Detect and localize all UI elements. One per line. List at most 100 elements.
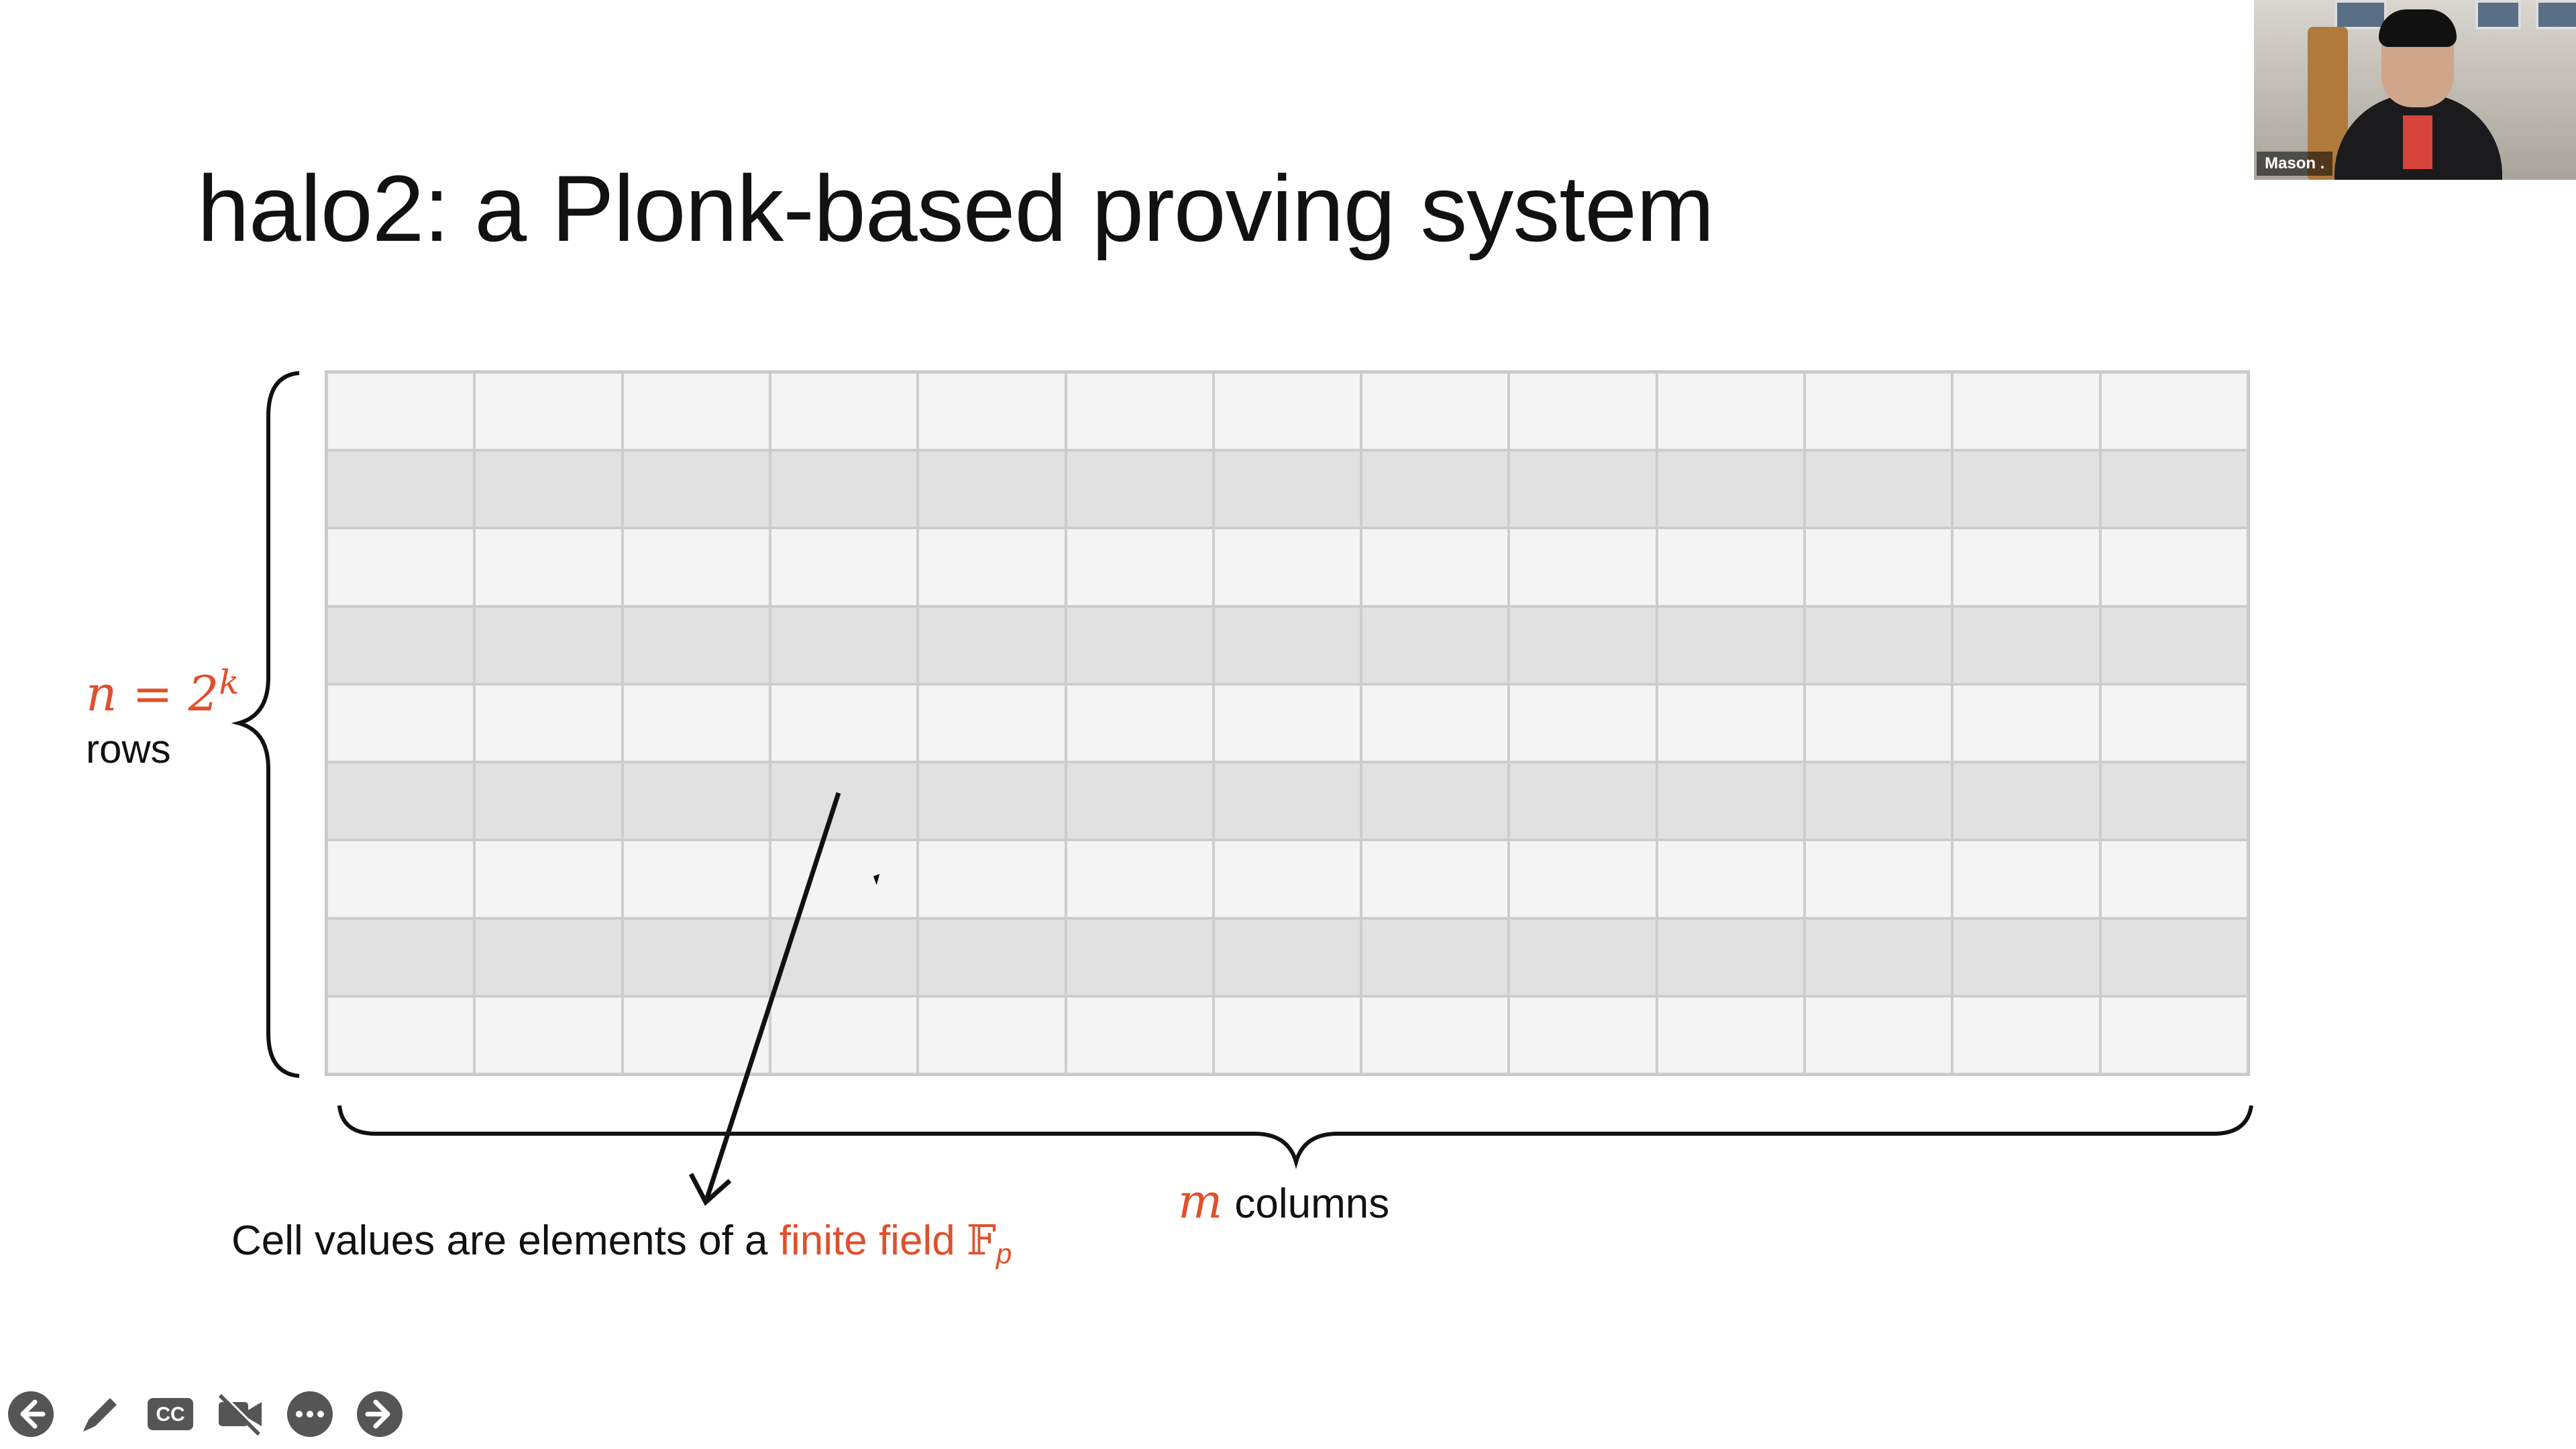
table-cell: [474, 762, 623, 841]
table-cell: [1656, 762, 1805, 841]
participant-video-tile[interactable]: Mason .: [2254, 0, 2576, 180]
annotate-button[interactable]: [75, 1389, 126, 1440]
table-cell: [918, 762, 1066, 841]
table-cell: [1065, 450, 1214, 529]
table-cell: [2100, 606, 2248, 684]
table-cell: [622, 840, 770, 918]
table-cell: [474, 996, 623, 1074]
table-cell: [918, 918, 1066, 996]
table-cell: [622, 450, 770, 529]
pen-icon: [83, 1398, 117, 1432]
table-cell: [622, 918, 770, 996]
previous-slide-button[interactable]: [5, 1389, 56, 1440]
table-cell: [1213, 996, 1362, 1074]
table-cell: [1361, 762, 1509, 841]
cell-values-note: Cell values are elements of a finite fie…: [231, 1216, 1012, 1270]
table-cell: [2100, 918, 2248, 996]
table-cell: [1952, 996, 2100, 1074]
table-cell: [1952, 372, 2100, 451]
arrow-left-icon: [8, 1391, 54, 1437]
table-cell: [1213, 684, 1362, 763]
table-cell: [622, 528, 770, 606]
rows-brace: [231, 371, 300, 1078]
rows-count-exponent: k: [219, 663, 239, 702]
table-cell: [1952, 762, 2100, 841]
table-cell: [918, 450, 1066, 529]
table-cell: [769, 372, 918, 451]
columns-label: columns: [1234, 1181, 1390, 1227]
table-cell: [1065, 918, 1214, 996]
table-cell: [1805, 840, 1953, 918]
table-cell: [1509, 372, 1657, 451]
background-window: [2536, 0, 2576, 30]
table-cell: [1213, 840, 1362, 918]
captions-button[interactable]: CC: [145, 1389, 196, 1440]
participant-name: Mason .: [2257, 152, 2333, 176]
table-cell: [1656, 996, 1805, 1074]
table-cell: [327, 918, 475, 996]
table-cell: [769, 684, 918, 763]
table-cell: [1065, 996, 1214, 1074]
table-cell: [2100, 450, 2248, 529]
rows-count-label: n = 2k: [86, 663, 239, 722]
table-cell: [474, 528, 623, 606]
more-options-button[interactable]: [284, 1389, 335, 1440]
table-cell: [2100, 372, 2248, 451]
more-icon: [287, 1391, 333, 1437]
table-cell: [1509, 450, 1657, 529]
table-cell: [769, 996, 918, 1074]
rows-label: rows: [86, 727, 171, 771]
table-cell: [1656, 684, 1805, 763]
table-cell: [1065, 762, 1214, 841]
table-grid: [325, 370, 2250, 1076]
table-cell: [1805, 762, 1953, 841]
table-cell: [1361, 528, 1509, 606]
table-cell: [1656, 606, 1805, 684]
table-cell: [1361, 918, 1509, 996]
table-cell: [1361, 606, 1509, 684]
table-cell: [1065, 606, 1214, 684]
table-cell: [1361, 372, 1509, 451]
columns-count-label: m columns: [1178, 1174, 1389, 1229]
video-button[interactable]: [215, 1389, 266, 1440]
table-cell: [1361, 840, 1509, 918]
table-cell: [1213, 606, 1362, 684]
table-cell: [327, 762, 475, 841]
table-cell: [327, 840, 475, 918]
table-cell: [1656, 840, 1805, 918]
cell-note-prefix: Cell values are elements of a: [231, 1218, 780, 1264]
table-cell: [327, 372, 475, 451]
columns-count-symbol: m: [1178, 1174, 1223, 1229]
table-cell: [918, 840, 1066, 918]
table-cell: [327, 684, 475, 763]
table-cell: [2100, 996, 2248, 1074]
table-cell: [622, 684, 770, 763]
slide-title: halo2: a Plonk-based proving system: [197, 156, 1715, 261]
table-cell: [1361, 996, 1509, 1074]
table-cell: [769, 528, 918, 606]
table-cell: [1952, 840, 2100, 918]
table-cell: [1509, 606, 1657, 684]
table-cell: [1213, 918, 1362, 996]
table-cell: [918, 372, 1066, 451]
table-cell: [769, 450, 918, 529]
table-cell: [1952, 528, 2100, 606]
table-cell: [1213, 372, 1362, 451]
table-cell: [769, 606, 918, 684]
table-cell: [327, 528, 475, 606]
table-cell: [1952, 918, 2100, 996]
next-slide-button[interactable]: [354, 1389, 405, 1440]
table-cell: [1509, 840, 1657, 918]
table-cell: [474, 450, 623, 529]
table-cell: [1656, 372, 1805, 451]
table-cell: [918, 684, 1066, 763]
table-cell: [1805, 996, 1953, 1074]
table-cell: [2100, 762, 2248, 841]
table-cell: [1213, 762, 1362, 841]
table-cell: [1656, 918, 1805, 996]
rows-count-expression: n = 2: [86, 665, 219, 722]
table-cell: [622, 606, 770, 684]
table-cell: [2100, 684, 2248, 763]
table-cell: [769, 840, 918, 918]
